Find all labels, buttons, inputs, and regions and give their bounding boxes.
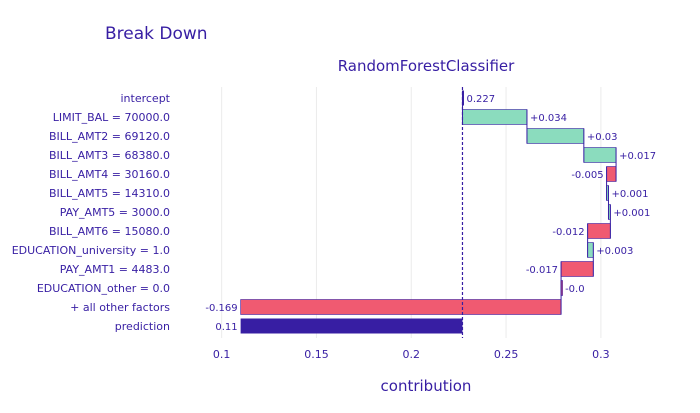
bar	[526, 128, 585, 144]
data-label: -0.017	[526, 265, 558, 276]
data-label: -0.005	[571, 170, 603, 181]
chart-subtitle: RandomForestClassifier	[338, 57, 515, 75]
y-label: EDUCATION_university = 1.0	[12, 244, 170, 257]
bar	[587, 242, 594, 258]
grid-lines	[221, 87, 602, 338]
bars	[240, 90, 617, 334]
data-label: +0.003	[596, 246, 633, 257]
x-axis-ticks: 0.1 0.15 0.2 0.25 0.3	[213, 348, 610, 361]
data-label: 0.227	[466, 94, 495, 105]
bar	[462, 90, 464, 106]
data-labels: 0.227 +0.034 +0.03+0.017 -0.005 +0.001 +0.001…	[205, 94, 656, 333]
y-label: + all other factors	[70, 301, 170, 314]
data-label: +0.001	[613, 208, 650, 219]
data-label: +0.03	[587, 132, 618, 143]
bar	[583, 147, 617, 163]
data-label: -0.012	[552, 227, 584, 238]
data-label: 0.11	[215, 322, 237, 333]
x-axis-title: contribution	[381, 377, 472, 395]
y-label: BILL_AMT6 = 15080.0	[49, 225, 170, 238]
y-label: BILL_AMT4 = 30160.0	[49, 168, 170, 181]
x-tick-label: 0.3	[592, 348, 610, 361]
x-tick-label: 0.1	[213, 348, 231, 361]
x-tick-label: 0.15	[304, 348, 329, 361]
bar	[240, 299, 562, 315]
data-label: +0.034	[530, 113, 567, 124]
y-label: BILL_AMT5 = 14310.0	[49, 187, 170, 200]
data-label: -0.169	[205, 303, 237, 314]
x-tick-label: 0.25	[494, 348, 519, 361]
data-label: +0.001	[611, 189, 648, 200]
bar	[560, 261, 594, 277]
bar	[462, 109, 528, 125]
y-label: PAY_AMT5 = 3000.0	[60, 206, 170, 219]
y-label: BILL_AMT2 = 69120.0	[49, 130, 170, 143]
y-label: EDUCATION_other = 0.0	[37, 282, 170, 295]
data-label: +0.017	[619, 151, 656, 162]
x-tick-label: 0.2	[403, 348, 421, 361]
y-label: BILL_AMT3 = 68380.0	[49, 149, 170, 162]
y-label: intercept	[121, 92, 171, 105]
y-label: prediction	[115, 320, 170, 333]
bar	[240, 318, 463, 334]
chart-title: Break Down	[105, 24, 208, 44]
y-label: PAY_AMT1 = 4483.0	[60, 263, 170, 276]
bar	[587, 223, 611, 239]
y-label: LIMIT_BAL = 70000.0	[53, 111, 170, 124]
y-axis-labels: intercept LIMIT_BAL = 70000.0 BILL_AMT2 = …	[12, 92, 171, 333]
data-label: -0.0	[565, 284, 585, 295]
bar	[606, 166, 617, 182]
